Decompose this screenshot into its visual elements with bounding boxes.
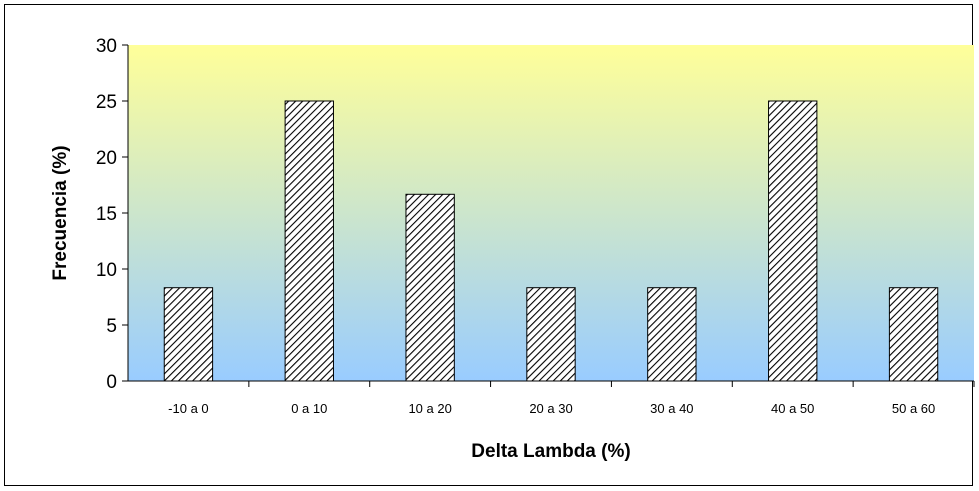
x-tick-label: 20 a 30 [529,401,572,416]
y-tick-label: 25 [96,92,117,113]
y-tick-label: 15 [96,204,117,225]
x-tick-label: 10 a 20 [408,401,451,416]
x-tick-label: 30 a 40 [650,401,693,416]
y-axis-ticks: 0 5 10 15 20 25 30 [96,36,128,393]
y-tick-label: 30 [96,36,117,57]
bar [647,287,697,382]
x-axis-title: Delta Lambda (%) [471,441,630,462]
y-tick-label: 20 [96,148,117,169]
bar [163,287,214,382]
bar [768,100,818,382]
x-tick-label: -10 a 0 [168,401,208,416]
x-axis-ticks: -10 a 0 0 a 10 10 a 20 20 a 30 30 a 40 40 a 5… [168,381,975,416]
y-tick-label: 10 [96,260,117,281]
y-axis-title: Frecuencia (%) [50,145,71,280]
x-tick-label: 40 a 50 [771,401,814,416]
bars-group [163,100,939,382]
x-tick-label: 50 a 60 [892,401,935,416]
bar [526,287,576,382]
bar [284,100,334,382]
x-tick-label: 0 a 10 [291,401,327,416]
bar [405,193,455,382]
y-tick-label: 0 [106,372,117,393]
bar [888,287,939,382]
y-tick-label: 5 [106,316,117,337]
